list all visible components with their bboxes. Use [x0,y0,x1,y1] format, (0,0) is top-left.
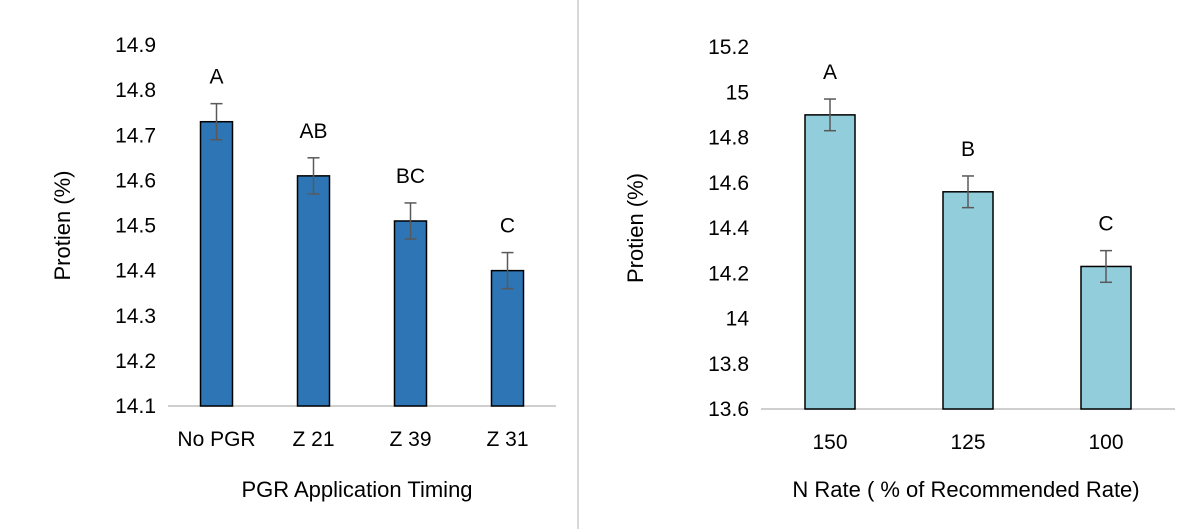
bar [1080,265,1132,410]
y-tick-label: 14.6 [115,169,156,192]
y-tick-labels: 13.6 13.8 14 14.2 14.4 14.6 14.8 15 15.2 [708,36,749,421]
x-tick-label: 100 [1088,431,1123,454]
y-tick-label: 14.2 [708,262,749,285]
x-tick-label: No PGR [177,428,255,451]
significance-label: A [823,61,837,84]
y-tick-label: 14.2 [115,350,156,373]
y-tick-label: 13.6 [708,398,749,421]
chart-n-rate: 13.6 13.8 14 14.2 14.4 14.6 14.8 15 15.2 A B C 150… [623,36,1175,502]
error-bars [824,98,1112,284]
x-tick-label: Z 39 [389,428,431,451]
significance-labels: A B C [823,61,1114,236]
chart-panel-n-rate: 13.6 13.8 14 14.2 14.4 14.6 14.8 15 15.2 A B C 150… [578,0,1198,529]
x-axis-title: N Rate ( % of Recommended Rate) [792,477,1139,502]
y-tick-labels: 14.1 14.2 14.3 14.4 14.5 14.6 14.7 14.8 14.9 [115,34,156,418]
y-tick-label: 14.6 [708,172,749,195]
y-tick-label: 14.8 [708,127,749,150]
significance-label: AB [299,120,327,143]
x-tick-labels: 150 125 100 [812,431,1123,454]
error-bars [210,102,514,290]
bar [296,175,331,407]
significance-label: A [209,66,223,89]
y-tick-label: 13.8 [708,353,749,376]
y-tick-label: 14.7 [115,124,156,147]
chart-pgr-timing: 14.1 14.2 14.3 14.4 14.5 14.6 14.7 14.8 14.9 A AB… [50,34,556,502]
x-axis-title: PGR Application Timing [241,477,472,502]
y-tick-label: 15 [726,81,749,104]
x-tick-label: Z 31 [486,428,528,451]
y-axis-title: Protien (%) [623,173,648,283]
bar [804,114,856,410]
y-tick-label: 14.4 [708,217,749,240]
significance-label: BC [396,165,425,188]
bar [942,191,994,410]
bar [490,269,525,407]
y-tick-label: 14 [726,308,750,331]
significance-label: C [1098,213,1113,236]
bar [199,120,234,407]
y-tick-label: 14.3 [115,305,156,328]
y-tick-label: 14.8 [115,79,156,102]
bars [804,114,1132,410]
significance-label: C [500,215,515,238]
significance-label: B [961,138,975,161]
x-tick-label: 125 [950,431,985,454]
x-tick-labels: No PGR Z 21 Z 39 Z 31 [177,428,528,451]
y-tick-label: 15.2 [708,36,749,59]
significance-labels: A AB BC C [209,66,515,238]
y-tick-label: 14.9 [115,34,156,57]
y-tick-label: 14.1 [115,395,156,418]
x-tick-label: Z 21 [292,428,334,451]
y-tick-label: 14.5 [115,215,156,238]
y-tick-label: 14.4 [115,260,156,283]
chart-panel-pgr-timing: 14.1 14.2 14.3 14.4 14.5 14.6 14.7 14.8 14.9 A AB… [0,0,578,529]
y-axis-title: Protien (%) [50,170,75,280]
bar [393,220,428,407]
bars [199,120,525,407]
x-tick-label: 150 [812,431,847,454]
